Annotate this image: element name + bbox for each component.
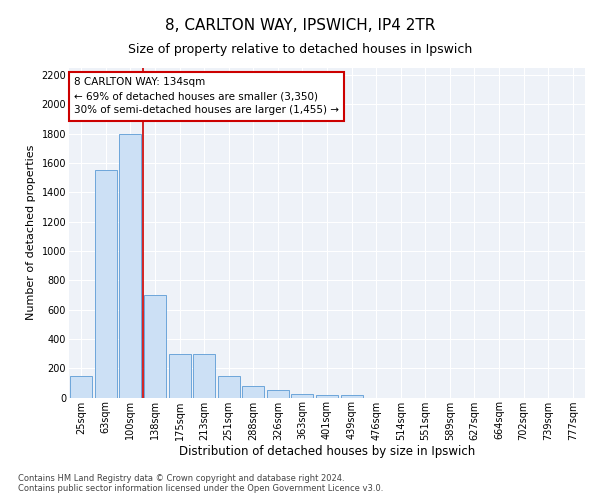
Bar <box>193 354 215 398</box>
Bar <box>169 354 191 398</box>
Text: 8 CARLTON WAY: 134sqm
← 69% of detached houses are smaller (3,350)
30% of semi-d: 8 CARLTON WAY: 134sqm ← 69% of detached … <box>74 78 339 116</box>
Bar <box>70 376 92 398</box>
Text: Contains HM Land Registry data © Crown copyright and database right 2024.: Contains HM Land Registry data © Crown c… <box>18 474 344 483</box>
Text: Contains public sector information licensed under the Open Government Licence v3: Contains public sector information licen… <box>18 484 383 493</box>
Bar <box>119 134 142 398</box>
Bar <box>267 390 289 398</box>
X-axis label: Distribution of detached houses by size in Ipswich: Distribution of detached houses by size … <box>179 446 475 458</box>
Bar <box>95 170 117 398</box>
Bar <box>341 396 362 398</box>
Bar <box>316 396 338 398</box>
Bar <box>292 394 313 398</box>
Bar <box>218 376 240 398</box>
Bar <box>242 386 265 398</box>
Bar <box>144 295 166 398</box>
Y-axis label: Number of detached properties: Number of detached properties <box>26 145 36 320</box>
Text: 8, CARLTON WAY, IPSWICH, IP4 2TR: 8, CARLTON WAY, IPSWICH, IP4 2TR <box>165 18 435 32</box>
Text: Size of property relative to detached houses in Ipswich: Size of property relative to detached ho… <box>128 42 472 56</box>
